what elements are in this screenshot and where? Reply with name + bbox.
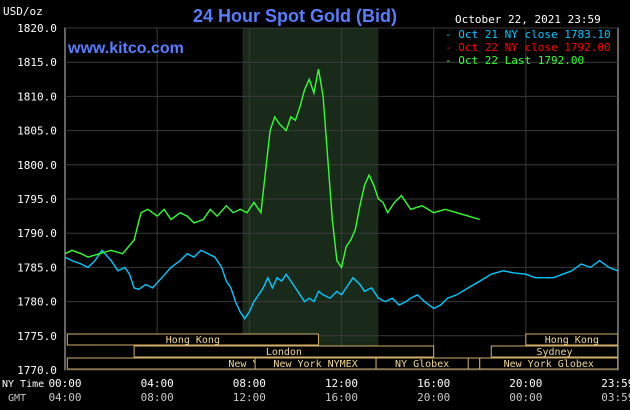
x-axis-gmt-label: GMT [8,393,26,404]
session-label: NY Globex [395,359,449,370]
legend-item-oct21-close: - Oct 21 NY close 1783.10 [445,28,611,41]
series-line [64,249,619,320]
trading-sessions: Hong Kong London New York Globex New York N… [66,333,619,370]
session-label: London [266,347,302,358]
x-axis-ny-label: NY Time [2,379,44,390]
series-line [64,68,480,270]
session-box [66,333,319,346]
chart-datetime: October 22, 2021 23:59 [455,13,601,26]
x-tick-ny: 16:00 [417,377,450,390]
x-tick-gmt: 00:00 [509,391,542,404]
x-tick-ny: 23:59 [601,377,630,390]
y-tick-label: 1795.0 [17,193,57,206]
session-label: Hong Kong [166,335,220,346]
y-tick-label: 1780.0 [17,296,57,309]
chart-title: 24 Hour Spot Gold (Bid) [193,6,397,26]
x-tick-gmt: 03:59 [601,391,630,404]
legend: - Oct 21 NY close 1783.10 - Oct 22 NY cl… [445,28,611,67]
session-box [525,333,619,346]
x-tick-gmt: 12:00 [233,391,266,404]
x-tick-ny: 00:00 [48,377,81,390]
y-tick-label: 1810.0 [17,90,57,103]
x-tick-gmt: 20:00 [417,391,450,404]
session-box [375,357,469,370]
x-tick-ny: 20:00 [509,377,542,390]
website-link[interactable]: www.kitco.com [67,40,184,57]
x-tick-ny: 08:00 [233,377,266,390]
x-tick-gmt: 16:00 [325,391,358,404]
x-tick-ny: 04:00 [141,377,174,390]
y-tick-label: 1770.0 [17,364,57,377]
x-tick-gmt: 04:00 [48,391,81,404]
session-box [133,345,435,358]
y-tick-label: 1805.0 [17,125,57,138]
session-box [490,345,619,358]
y-tick-label: 1785.0 [17,261,57,274]
y-tick-label: 1815.0 [17,56,57,69]
y-axis-ticks: 1770.0 1775.0 1780.0 1785.0 1790.0 1795.0 1800… [17,22,57,377]
session-box [479,357,619,370]
x-axis-ticks: 00:0004:0004:0008:0008:0012:0012:0016:00… [48,377,630,404]
price-series [64,68,619,320]
session-label: New York Globex [504,359,594,370]
y-axis-label: USD/oz [3,5,43,18]
x-tick-ny: 12:00 [325,377,358,390]
session-label: New York NYMEX [273,359,357,370]
y-tick-label: 1800.0 [17,159,57,172]
legend-item-oct22-last: - Oct 22 Last 1792.00 [445,54,584,67]
y-tick-label: 1790.0 [17,227,57,240]
legend-item-oct22-close: - Oct 22 NY close 1792.00 [445,41,611,54]
y-tick-label: 1820.0 [17,22,57,35]
y-tick-label: 1775.0 [17,330,57,343]
session-label: Hong Kong [545,335,599,346]
x-tick-gmt: 08:00 [141,391,174,404]
session-label: Sydney [536,347,572,358]
